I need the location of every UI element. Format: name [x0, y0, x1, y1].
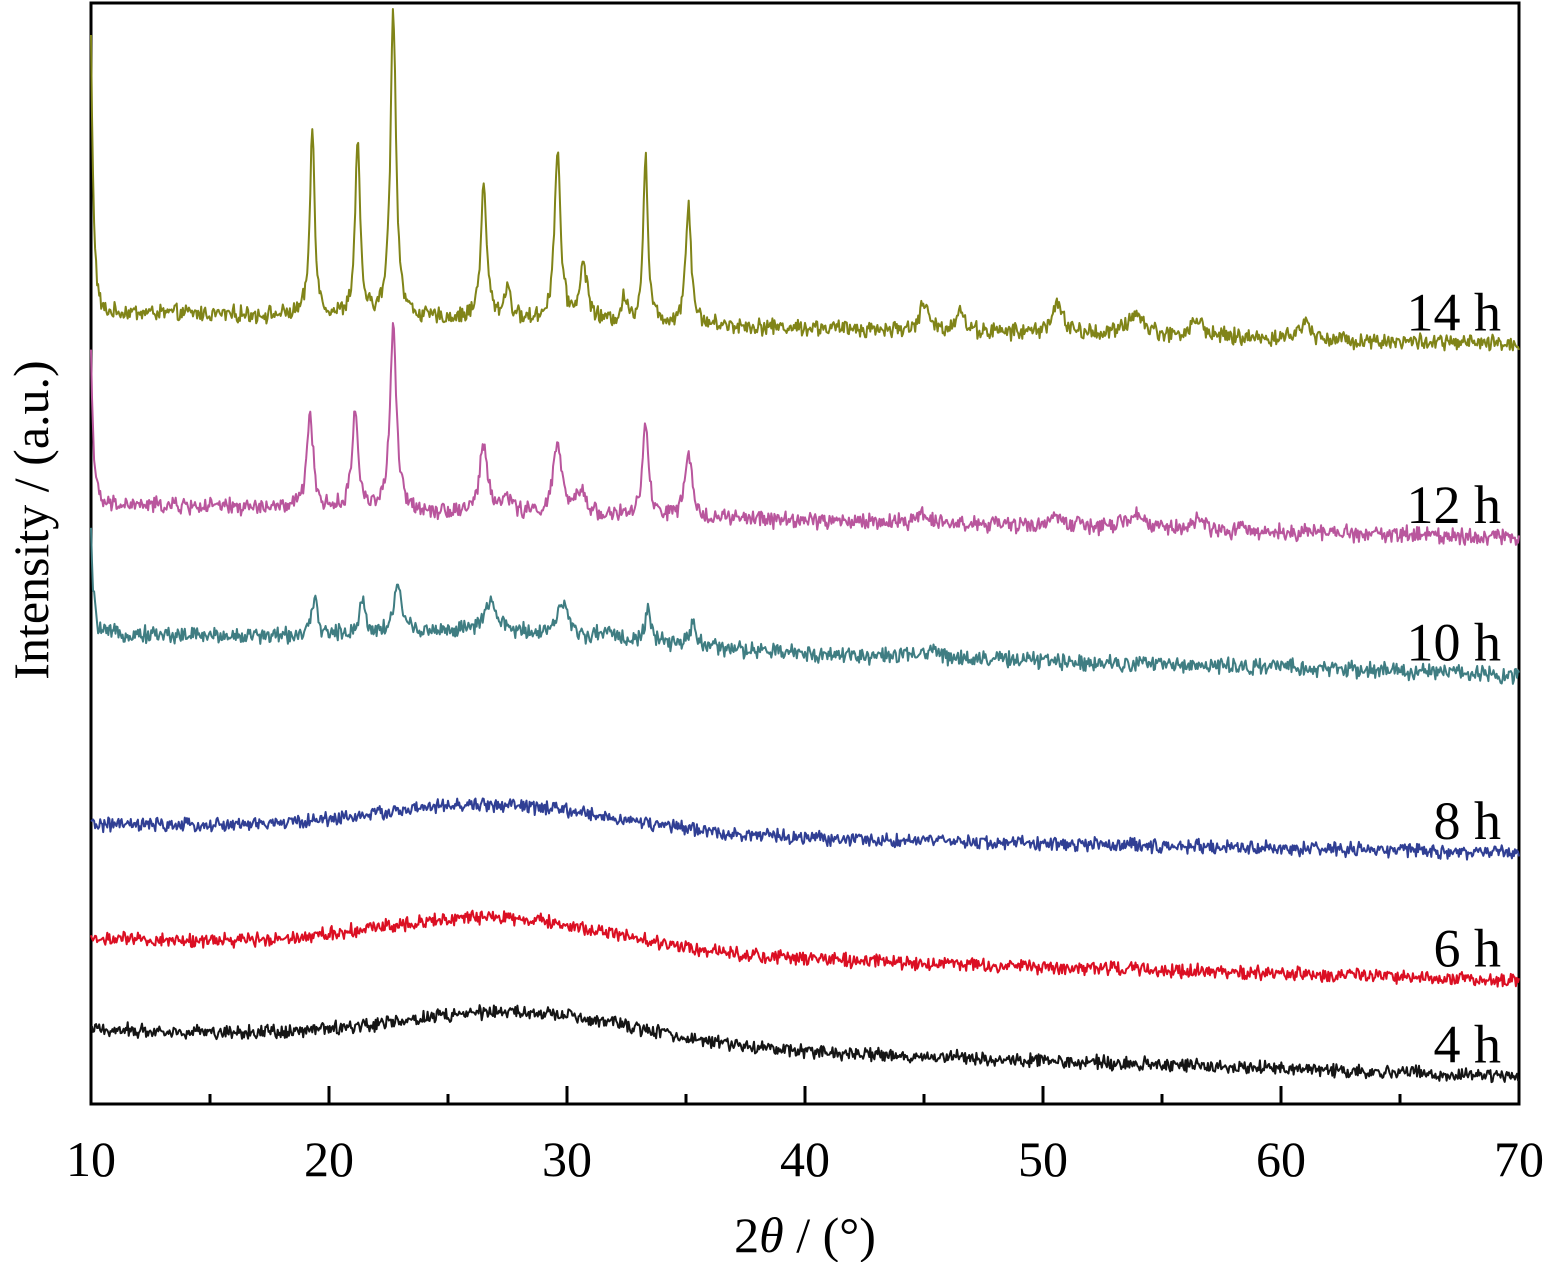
x-tick-label: 50: [1018, 1131, 1068, 1187]
series-label: 12 h: [1407, 475, 1502, 535]
x-axis-title: 2θ / (°): [734, 1207, 876, 1262]
series-line: [90, 527, 1520, 685]
series-line: [90, 322, 1520, 546]
x-tick-label: 60: [1256, 1131, 1306, 1187]
series-line: [90, 797, 1520, 861]
series-labels: 14 h 12 h 10 h 8 h 6 h 4 h: [1407, 282, 1502, 1074]
series-label: 8 h: [1434, 791, 1502, 851]
series-label: 4 h: [1434, 1014, 1502, 1074]
x-tick-label: 30: [542, 1131, 592, 1187]
series-label: 6 h: [1434, 919, 1502, 979]
y-axis-title: Intensity / (a.u.): [3, 360, 59, 679]
series-line: [90, 909, 1520, 988]
series-label: 10 h: [1407, 613, 1502, 673]
series-layer: [90, 8, 1520, 1084]
x-tick-label: 40: [780, 1131, 830, 1187]
x-tick-label: 10: [66, 1131, 116, 1187]
series-line: [90, 8, 1520, 352]
series-label: 14 h: [1407, 282, 1502, 342]
x-axis: 10 20 30 40 50 60 70: [66, 1086, 1544, 1187]
x-tick-label: 20: [304, 1131, 354, 1187]
series-line: [90, 1004, 1520, 1084]
x-tick-label: 70: [1494, 1131, 1544, 1187]
